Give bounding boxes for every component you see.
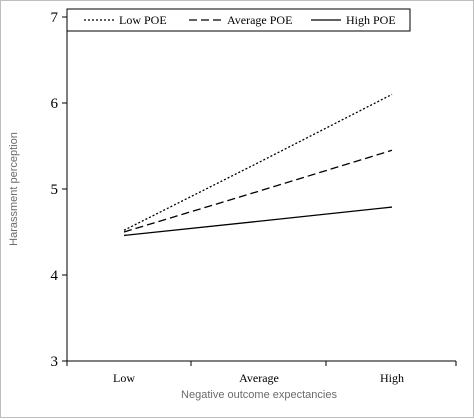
x-ticks: Low Average High bbox=[66, 361, 457, 385]
y-tick-label: 3 bbox=[51, 354, 59, 370]
legend-label-average-poe: Average POE bbox=[227, 13, 292, 27]
legend: Low POE Average POE High POE bbox=[66, 8, 411, 32]
x-tick-label: Average bbox=[239, 371, 279, 385]
y-axis-label: Harassment perception bbox=[8, 132, 20, 246]
series-lines bbox=[123, 93, 393, 237]
y-tick-label: 4 bbox=[51, 268, 59, 284]
x-tick-label: Low bbox=[113, 371, 135, 385]
series-line-high-poe bbox=[123, 206, 393, 237]
legend-box bbox=[66, 8, 411, 32]
y-ticks: 3 4 5 6 7 bbox=[51, 10, 67, 370]
x-tick-label: High bbox=[380, 371, 404, 385]
y-tick-label: 5 bbox=[51, 182, 59, 198]
y-tick-label: 6 bbox=[51, 96, 59, 112]
series-line-low-poe bbox=[123, 93, 393, 231]
legend-label-low-poe: Low POE bbox=[119, 13, 167, 27]
x-axis-label: Negative outcome expectancies bbox=[181, 389, 337, 401]
series-line-average-poe bbox=[123, 149, 393, 233]
y-tick-label: 7 bbox=[51, 10, 59, 26]
legend-label-high-poe: High POE bbox=[346, 13, 396, 27]
